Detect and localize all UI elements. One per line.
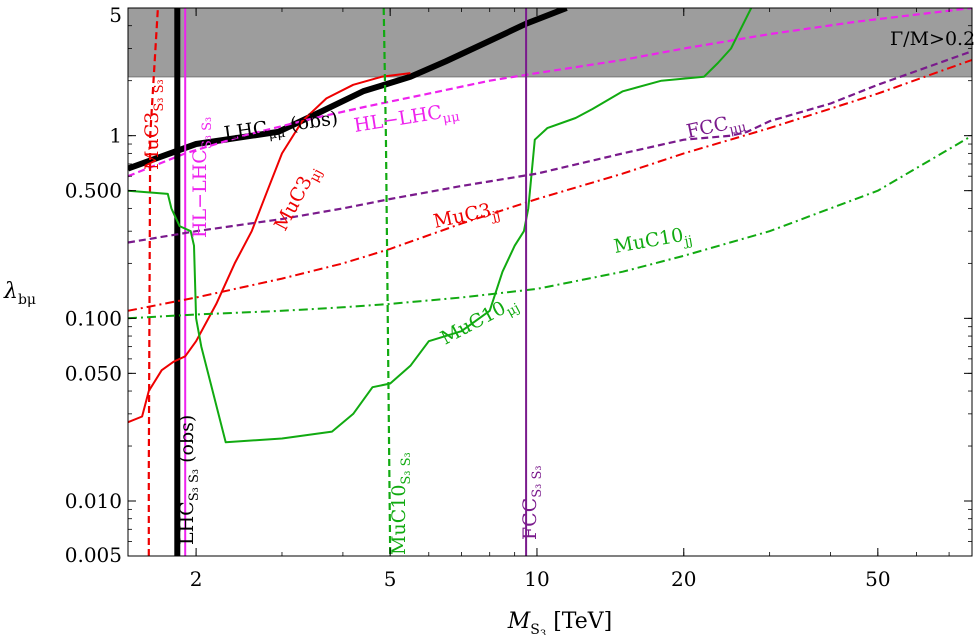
x-tick-label: 20: [671, 567, 696, 591]
annotation-12: FCCS₃ S₃: [519, 465, 545, 540]
series-9-line: [128, 134, 972, 320]
series-1-line: [128, 8, 972, 178]
annotation-4: HL−LHCS₃ S₃: [189, 117, 215, 238]
y-tick-label: 0.050: [65, 361, 122, 385]
annotation-0: Γ/M>0.25: [890, 28, 976, 50]
x-tick-label: 5: [384, 567, 397, 591]
y-tick-label: 0.005: [65, 543, 122, 567]
series-8-line: [128, 8, 753, 444]
x-tick-label: 10: [524, 567, 549, 591]
series-4-line: [147, 8, 159, 556]
series-10-line: [128, 50, 972, 244]
y-tick-label: 0.100: [65, 306, 122, 330]
y-tick-label: 5: [109, 3, 122, 27]
y-axis-title: λbμ: [3, 279, 36, 308]
y-tick-label: 0.010: [65, 489, 122, 513]
x-tick-label: 2: [190, 567, 203, 591]
plot-frame: [127, 7, 973, 557]
y-tick-label: 0.500: [65, 179, 122, 203]
plot-background: [128, 8, 972, 556]
series-6-line: [128, 58, 972, 312]
series-7-line: [382, 8, 392, 556]
width-exclusion-region: [128, 8, 972, 77]
x-tick-label: 50: [865, 567, 890, 591]
y-tick-label: 1: [109, 124, 122, 148]
series-5-line: [128, 72, 411, 424]
x-axis-title: MS3 [TeV]: [507, 609, 613, 635]
